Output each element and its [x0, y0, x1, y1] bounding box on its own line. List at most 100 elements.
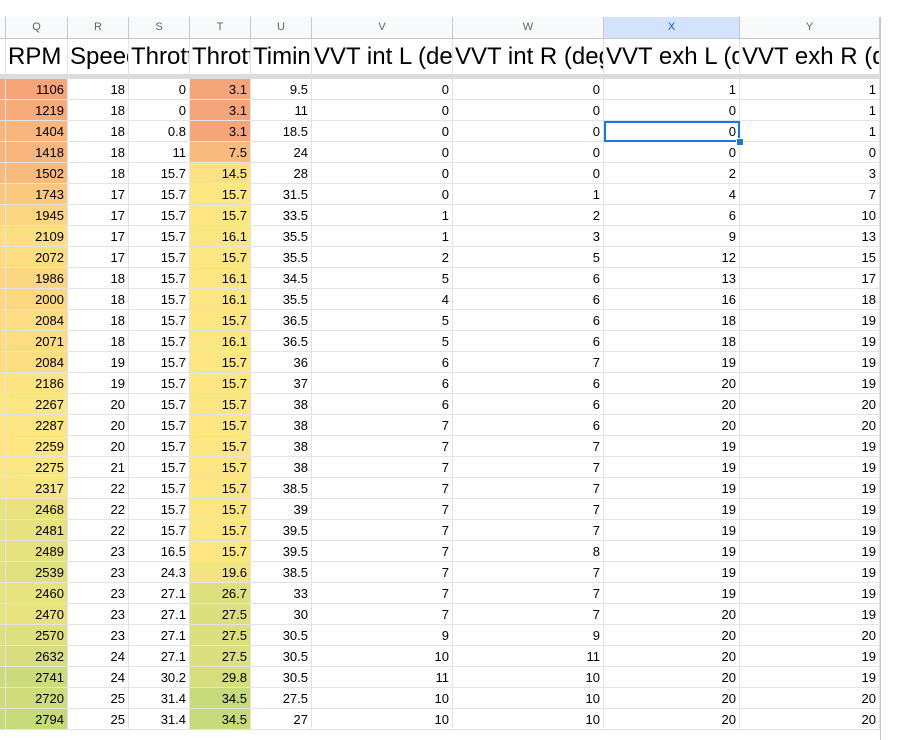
cell[interactable]: 24.3: [129, 562, 190, 583]
cell[interactable]: 15: [740, 247, 880, 268]
cell[interactable]: 20: [68, 394, 129, 415]
cell[interactable]: 2186: [6, 373, 68, 394]
cell[interactable]: 24: [251, 142, 312, 163]
cell[interactable]: 22: [68, 520, 129, 541]
cell[interactable]: 7: [312, 583, 453, 604]
cell[interactable]: 16.1: [190, 226, 251, 247]
cell[interactable]: 18: [68, 100, 129, 121]
cell[interactable]: 27: [251, 709, 312, 730]
column-letter[interactable]: U: [251, 17, 312, 39]
cell[interactable]: 27.1: [129, 583, 190, 604]
cell[interactable]: 19: [740, 499, 880, 520]
cell[interactable]: 18: [68, 268, 129, 289]
cell[interactable]: 27.1: [129, 604, 190, 625]
cell[interactable]: 30.5: [251, 667, 312, 688]
cell[interactable]: 19: [68, 352, 129, 373]
cell[interactable]: 11: [129, 142, 190, 163]
cell[interactable]: 7: [453, 457, 604, 478]
cell[interactable]: 2: [604, 163, 740, 184]
cell[interactable]: 17: [740, 268, 880, 289]
cell[interactable]: 31.5: [251, 184, 312, 205]
cell[interactable]: 38: [251, 457, 312, 478]
cell[interactable]: 6: [453, 331, 604, 352]
cell[interactable]: 19: [740, 478, 880, 499]
cell[interactable]: 15.7: [129, 415, 190, 436]
cell[interactable]: 7: [453, 583, 604, 604]
cell[interactable]: 28: [251, 163, 312, 184]
cell[interactable]: 2259: [6, 436, 68, 457]
cell[interactable]: 1418: [6, 142, 68, 163]
cell[interactable]: 2632: [6, 646, 68, 667]
cell[interactable]: 2720: [6, 688, 68, 709]
cell[interactable]: 2470: [6, 604, 68, 625]
cell[interactable]: 6: [312, 394, 453, 415]
cell[interactable]: 3.1: [190, 121, 251, 142]
cell[interactable]: 0: [129, 100, 190, 121]
cell[interactable]: 10: [740, 205, 880, 226]
cell[interactable]: 25: [68, 709, 129, 730]
cell[interactable]: 18: [68, 121, 129, 142]
column-letter[interactable]: Y: [740, 17, 880, 39]
cell[interactable]: 29.8: [190, 667, 251, 688]
cell[interactable]: 19: [604, 352, 740, 373]
cell[interactable]: 7: [453, 352, 604, 373]
cell[interactable]: 18: [68, 79, 129, 100]
cell[interactable]: 15.7: [129, 457, 190, 478]
cell[interactable]: 19: [604, 478, 740, 499]
cell[interactable]: 15.7: [129, 184, 190, 205]
cell[interactable]: 1: [604, 79, 740, 100]
cell[interactable]: 20: [740, 415, 880, 436]
cell[interactable]: 16: [604, 289, 740, 310]
cell[interactable]: 18: [604, 310, 740, 331]
cell[interactable]: 15.7: [190, 478, 251, 499]
cell[interactable]: 10: [453, 667, 604, 688]
column-letter[interactable]: T: [190, 17, 251, 39]
cell[interactable]: 15.7: [190, 415, 251, 436]
cell[interactable]: 36.5: [251, 310, 312, 331]
cell[interactable]: 7: [312, 520, 453, 541]
cell[interactable]: 6: [453, 268, 604, 289]
cell[interactable]: 19: [740, 373, 880, 394]
cell[interactable]: 7: [312, 478, 453, 499]
cell[interactable]: 17: [68, 226, 129, 247]
cell[interactable]: 6: [604, 205, 740, 226]
cell[interactable]: 17: [68, 205, 129, 226]
cell[interactable]: 0: [312, 100, 453, 121]
cell[interactable]: 19: [604, 520, 740, 541]
cell[interactable]: 15.7: [190, 373, 251, 394]
cell[interactable]: 20: [740, 709, 880, 730]
cell[interactable]: 5: [312, 268, 453, 289]
cell[interactable]: 0.8: [129, 121, 190, 142]
cell[interactable]: 15.7: [129, 331, 190, 352]
cell[interactable]: 0: [740, 142, 880, 163]
cell[interactable]: 23: [68, 604, 129, 625]
cell[interactable]: 20: [604, 415, 740, 436]
cell[interactable]: 19: [68, 373, 129, 394]
cell[interactable]: 3: [453, 226, 604, 247]
cell[interactable]: 9: [604, 226, 740, 247]
cell[interactable]: 18: [68, 310, 129, 331]
cell[interactable]: 10: [453, 709, 604, 730]
cell[interactable]: 7: [312, 604, 453, 625]
cell[interactable]: 15.7: [129, 205, 190, 226]
cell[interactable]: 2071: [6, 331, 68, 352]
cell[interactable]: 7: [312, 499, 453, 520]
cell[interactable]: 7: [453, 478, 604, 499]
cell[interactable]: 0: [453, 79, 604, 100]
cell[interactable]: 2741: [6, 667, 68, 688]
cell[interactable]: 19: [740, 562, 880, 583]
cell[interactable]: 6: [453, 415, 604, 436]
cell[interactable]: 2084: [6, 352, 68, 373]
cell[interactable]: 1: [312, 205, 453, 226]
cell[interactable]: 19: [604, 583, 740, 604]
cell[interactable]: 20: [604, 667, 740, 688]
cell[interactable]: 15.7: [190, 247, 251, 268]
cell[interactable]: 25: [68, 688, 129, 709]
cell[interactable]: 24: [68, 646, 129, 667]
cell[interactable]: 36.5: [251, 331, 312, 352]
cell[interactable]: 30.5: [251, 646, 312, 667]
cell[interactable]: 1: [312, 226, 453, 247]
cell[interactable]: 11: [251, 100, 312, 121]
cell[interactable]: 7: [312, 436, 453, 457]
cell[interactable]: 15.7: [190, 352, 251, 373]
